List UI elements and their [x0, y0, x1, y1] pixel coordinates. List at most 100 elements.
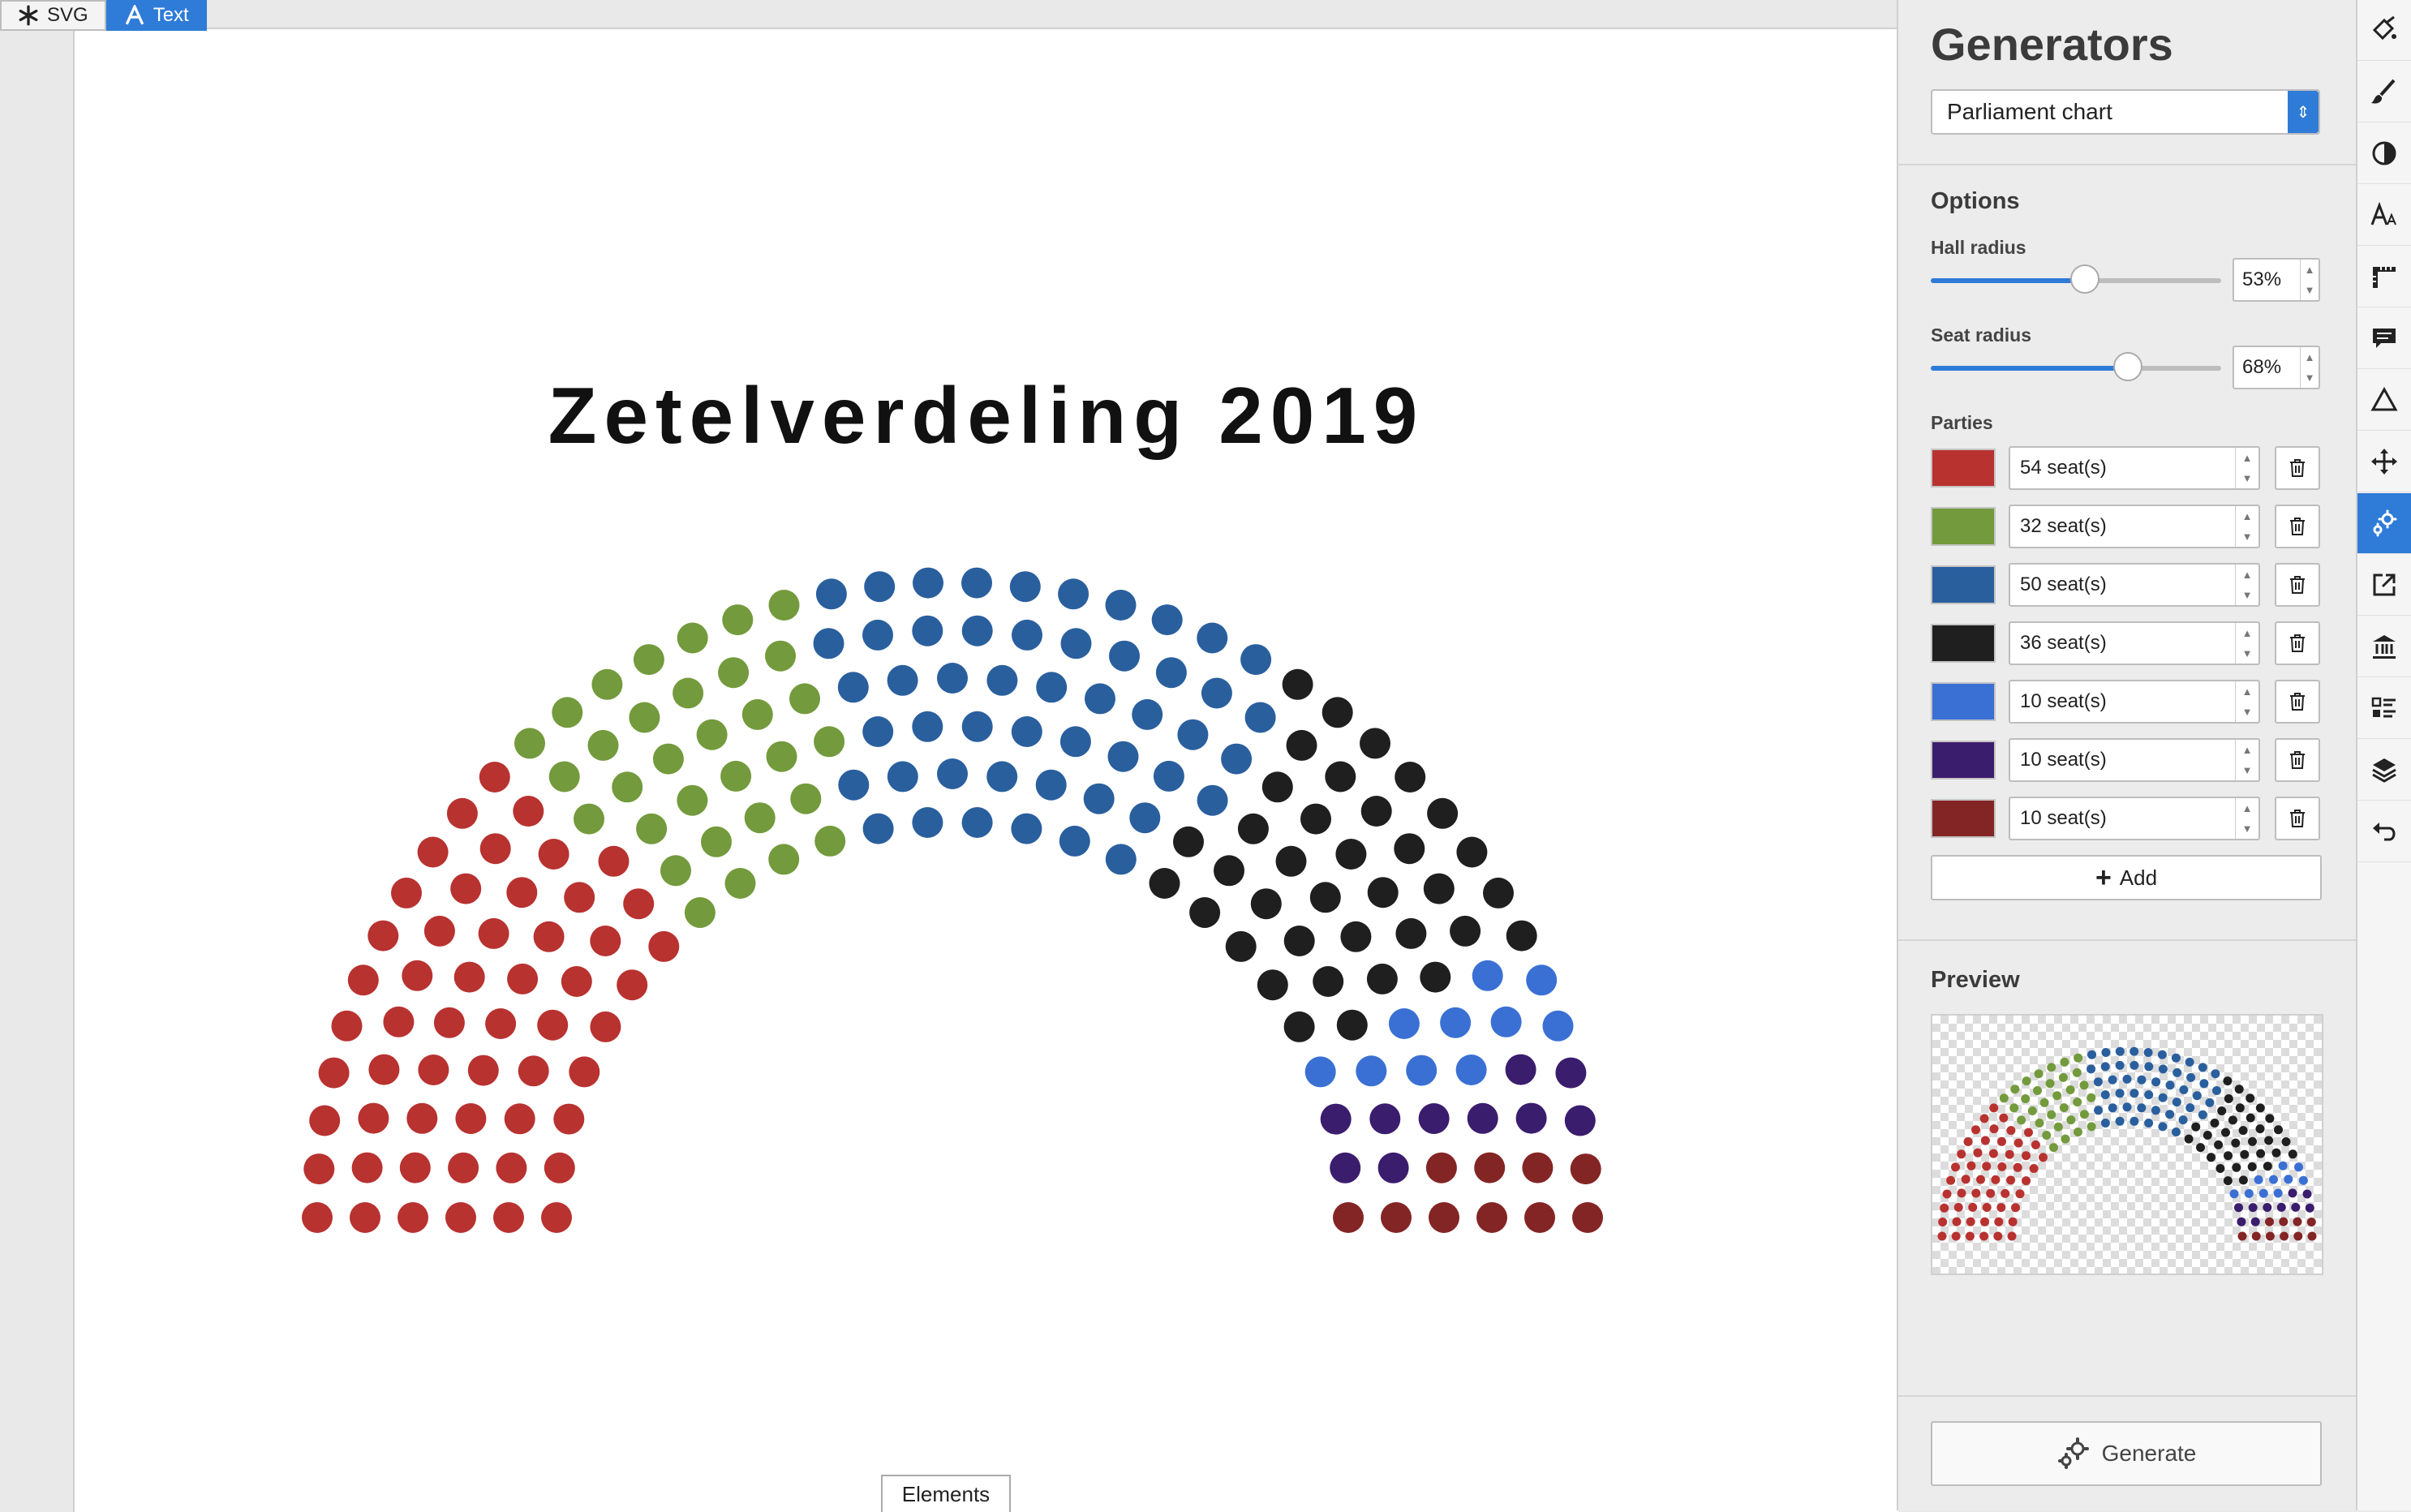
divider: [1898, 164, 2356, 165]
seat: [1129, 802, 1161, 834]
rail-button-ruler[interactable]: [2357, 247, 2411, 307]
seat-radius-input[interactable]: 68% ▲ ▼: [2233, 346, 2320, 389]
spinner-icon[interactable]: ▲ ▼: [2235, 740, 2258, 780]
spinner-icon[interactable]: ▲ ▼: [2300, 347, 2319, 388]
spinner-icon[interactable]: ▲ ▼: [2300, 260, 2319, 300]
party-seats-input[interactable]: 10 seat(s) ▲ ▼: [2009, 738, 2260, 782]
seat: [696, 719, 728, 750]
chart-title[interactable]: Zetelverdeling 2019: [548, 371, 1425, 460]
rail-button-list[interactable]: [2357, 678, 2411, 739]
delete-party-button[interactable]: [2275, 621, 2320, 665]
seat: [1505, 1054, 1536, 1085]
hall-radius-input[interactable]: 53% ▲ ▼: [2233, 258, 2320, 302]
party-seats-input[interactable]: 36 seat(s) ▲ ▼: [2009, 621, 2260, 665]
seat: [2074, 1053, 2083, 1063]
seat: [1366, 963, 1398, 994]
generate-button[interactable]: Generate: [1931, 1421, 2322, 1486]
seat: [1953, 1202, 1963, 1212]
party-color-swatch[interactable]: [1931, 741, 1996, 780]
delete-party-button[interactable]: [2275, 797, 2320, 840]
delete-party-button[interactable]: [2275, 505, 2320, 548]
seat-radius-knob[interactable]: [2113, 352, 2143, 381]
party-seats-input[interactable]: 50 seat(s) ▲ ▼: [2009, 563, 2260, 607]
seat: [453, 961, 485, 993]
spinner-icon[interactable]: ▲ ▼: [2235, 681, 2258, 722]
seat: [862, 813, 894, 844]
hall-radius-knob[interactable]: [2069, 264, 2099, 294]
rail-button-export[interactable]: [2357, 555, 2411, 616]
add-party-button[interactable]: + Add: [1931, 855, 2322, 900]
delete-party-button[interactable]: [2275, 680, 2320, 724]
seat: [912, 711, 943, 742]
rail-button-institution[interactable]: [2357, 616, 2411, 677]
seat: [1982, 1162, 1992, 1171]
seat: [2198, 1110, 2207, 1119]
spinner-icon[interactable]: ▲ ▼: [2235, 565, 2258, 605]
generator-select[interactable]: Parliament chart ⇕: [1931, 89, 2320, 135]
party-row: 10 seat(s) ▲ ▼: [1931, 738, 2322, 782]
seat: [720, 760, 752, 792]
rail-button-comment[interactable]: [2357, 308, 2411, 369]
seat: [2047, 1110, 2056, 1119]
svg-mode-button[interactable]: SVG: [0, 0, 106, 31]
seat: [423, 915, 455, 947]
drawing-canvas[interactable]: Zetelverdeling 2019 Elements: [73, 28, 1898, 1512]
seat: [2157, 1050, 2167, 1059]
seat: [1942, 1189, 1952, 1199]
seat: [2203, 1131, 2212, 1140]
seat: [548, 761, 580, 793]
seat: [768, 844, 800, 875]
rail-button-paint-bucket[interactable]: [2357, 0, 2411, 61]
party-seats-input[interactable]: 10 seat(s) ▲ ▼: [2009, 680, 2260, 724]
seat: [496, 1152, 527, 1183]
seat: [1395, 917, 1427, 949]
spinner-icon[interactable]: ▲ ▼: [2235, 448, 2258, 488]
seat: [2010, 1085, 2020, 1094]
text-mode-button[interactable]: Text: [105, 0, 207, 31]
asterisk-icon: [19, 5, 38, 26]
rail-button-move[interactable]: [2357, 432, 2411, 492]
hall-radius-slider[interactable]: [1931, 264, 2221, 294]
rail-button-undo[interactable]: [2357, 801, 2411, 862]
rail-button-generators[interactable]: [2357, 493, 2411, 554]
rail-button-text-size[interactable]: [2357, 185, 2411, 246]
rail-button-brush[interactable]: [2357, 62, 2411, 122]
seat: [1250, 888, 1282, 920]
rail-button-layers[interactable]: [2357, 740, 2411, 801]
delete-party-button[interactable]: [2275, 446, 2320, 490]
elements-button[interactable]: Elements: [881, 1475, 1011, 1512]
seat: [2115, 1060, 2125, 1070]
rail-button-triangle[interactable]: [2357, 370, 2411, 431]
spinner-icon[interactable]: ▲ ▼: [2235, 798, 2258, 839]
seat: [2207, 1153, 2215, 1162]
delete-party-button[interactable]: [2275, 563, 2320, 607]
seat: [1979, 1231, 1989, 1241]
seat: [2192, 1091, 2202, 1101]
party-color-swatch[interactable]: [1931, 449, 1996, 488]
seat: [2306, 1218, 2316, 1226]
spinner-icon[interactable]: ▲ ▼: [2235, 623, 2258, 664]
parliament-chart[interactable]: [75, 29, 1898, 1512]
seat: [2288, 1188, 2297, 1198]
seat: [837, 672, 869, 703]
seat: [2278, 1161, 2288, 1171]
seat: [2265, 1217, 2274, 1226]
spinner-icon[interactable]: ▲ ▼: [2235, 506, 2258, 547]
seat: [677, 784, 708, 816]
seat: [347, 964, 379, 996]
seat: [302, 1202, 333, 1233]
party-seats-input[interactable]: 10 seat(s) ▲ ▼: [2009, 797, 2260, 840]
preview-box: [1931, 1014, 2323, 1275]
seat: [2073, 1097, 2082, 1107]
delete-party-button[interactable]: [2275, 738, 2320, 782]
seat-radius-slider[interactable]: [1931, 352, 2221, 381]
party-seats-input[interactable]: 54 seat(s) ▲ ▼: [2009, 446, 2260, 490]
party-color-swatch[interactable]: [1931, 682, 1996, 721]
seat: [1429, 1202, 1459, 1233]
party-color-swatch[interactable]: [1931, 624, 1996, 663]
party-color-swatch[interactable]: [1931, 799, 1996, 838]
party-color-swatch[interactable]: [1931, 507, 1996, 546]
party-color-swatch[interactable]: [1931, 565, 1996, 604]
rail-button-contrast[interactable]: [2357, 123, 2411, 184]
party-seats-input[interactable]: 32 seat(s) ▲ ▼: [2009, 505, 2260, 548]
